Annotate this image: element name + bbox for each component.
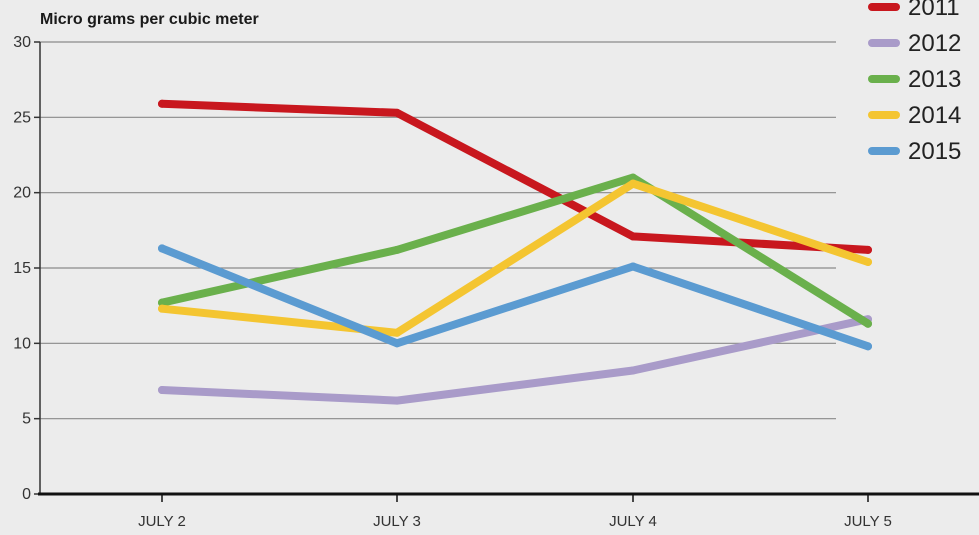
series-line-2012 <box>158 315 872 405</box>
data-point-2013-1 <box>393 245 401 254</box>
data-point-2011-1 <box>393 108 401 117</box>
y-tick-label: 0 <box>22 486 31 503</box>
y-axis-ticks: 0 5 10 15 20 25 30 <box>13 34 41 503</box>
data-point-2011-0 <box>158 99 166 108</box>
legend-label-2013: 2013 <box>908 66 961 93</box>
data-point-2015-0 <box>158 244 166 253</box>
data-point-2014-1 <box>393 328 401 337</box>
data-point-2015-1 <box>393 339 401 348</box>
legend-label-2015: 2015 <box>908 138 961 165</box>
series-line-2011 <box>158 99 872 254</box>
data-point-2012-0 <box>158 386 166 395</box>
data-point-2014-3 <box>864 257 872 266</box>
legend-label-2014: 2014 <box>908 102 961 129</box>
data-point-2014-0 <box>158 304 166 313</box>
gridlines <box>40 41 836 420</box>
y-tick-label: 25 <box>13 109 31 126</box>
data-point-2012-1 <box>393 396 401 405</box>
x-tick-label: JULY 5 <box>844 513 892 530</box>
series-line-2015 <box>158 244 872 351</box>
legend-label-2012: 2012 <box>908 30 961 57</box>
data-point-2011-3 <box>864 245 872 254</box>
y-tick-label: 30 <box>13 34 31 51</box>
x-tick-label: JULY 4 <box>609 513 657 530</box>
data-point-2015-3 <box>864 342 872 351</box>
series-line-2014 <box>158 179 872 337</box>
y-axis-label: Micro grams per cubic meter <box>40 11 259 28</box>
series-line-2013 <box>158 173 872 328</box>
data-point-2015-2 <box>629 262 637 271</box>
y-tick-label: 5 <box>22 411 31 428</box>
y-tick-label: 10 <box>13 335 31 352</box>
x-tick-label: JULY 3 <box>373 513 421 530</box>
data-point-2014-2 <box>629 179 637 188</box>
data-point-2013-2 <box>629 173 637 182</box>
y-tick-label: 15 <box>13 260 31 277</box>
series-lines <box>158 99 872 405</box>
data-point-2012-2 <box>629 366 637 375</box>
y-tick-label: 20 <box>13 185 31 202</box>
x-axis-ticks: JULY 2 JULY 3 JULY 4 JULY 5 <box>38 492 979 530</box>
legend: 2011 2012 2013 2014 2015 <box>868 0 961 165</box>
data-point-2013-3 <box>864 319 872 328</box>
x-tick-label: JULY 2 <box>138 513 186 530</box>
legend-label-2011: 2011 <box>908 0 960 21</box>
data-point-2011-2 <box>629 232 637 241</box>
data-point-2013-0 <box>158 298 166 307</box>
